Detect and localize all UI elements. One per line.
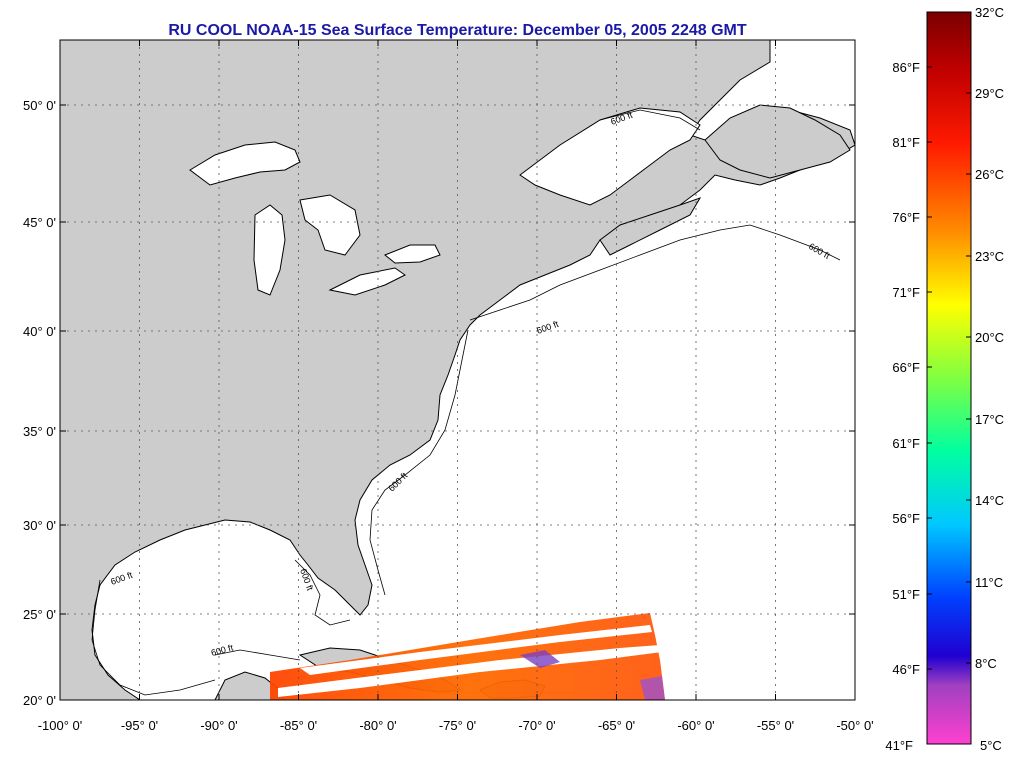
lon-label: -90° 0'	[200, 718, 237, 733]
colorbar-celsius-labels: 32°C 29°C 26°C 23°C 20°C 17°C 14°C 11°C …	[975, 5, 1004, 753]
lat-label: 40° 0'	[23, 324, 56, 339]
celsius-label: 5°C	[980, 738, 1002, 753]
land-north-america	[60, 40, 855, 700]
lat-label: 45° 0'	[23, 215, 56, 230]
celsius-label: 8°C	[975, 656, 997, 671]
lake-michigan	[253, 204, 286, 296]
lake-huron	[299, 194, 361, 256]
land-yucatan	[214, 671, 286, 700]
fahrenheit-label: 46°F	[892, 662, 920, 677]
lat-labels: 50° 0' 45° 0' 40° 0' 35° 0' 30° 0' 25° 0…	[23, 98, 56, 708]
celsius-label: 17°C	[975, 412, 1004, 427]
lat-label: 25° 0'	[23, 607, 56, 622]
fahrenheit-label: 86°F	[892, 60, 920, 75]
lake-erie	[328, 267, 406, 296]
colorbar-fahrenheit-labels: 86°F 81°F 76°F 71°F 66°F 61°F 56°F 51°F …	[885, 60, 920, 753]
lake-ontario	[384, 244, 441, 264]
fahrenheit-label: 61°F	[892, 436, 920, 451]
map-title: RU COOL NOAA-15 Sea Surface Temperature:…	[168, 22, 747, 39]
lat-label: 50° 0'	[23, 98, 56, 113]
fahrenheit-label: 56°F	[892, 511, 920, 526]
lon-label: -80° 0'	[359, 718, 396, 733]
lat-label: 20° 0'	[23, 693, 56, 708]
lon-label: -100° 0'	[38, 718, 83, 733]
celsius-label: 26°C	[975, 167, 1004, 182]
fahrenheit-label: 66°F	[892, 360, 920, 375]
colorbar	[926, 11, 972, 745]
celsius-label: 32°C	[975, 5, 1004, 20]
lon-label: -55° 0'	[757, 718, 794, 733]
lon-label: -70° 0'	[518, 718, 555, 733]
lon-label: -65° 0'	[598, 718, 635, 733]
colorbar-ticks	[927, 66, 971, 670]
fahrenheit-label: 71°F	[892, 285, 920, 300]
lat-label: 30° 0'	[23, 518, 56, 533]
lon-label: -50° 0'	[836, 718, 873, 733]
lon-labels: -100° 0' -95° 0' -90° 0' -85° 0' -80° 0'…	[38, 718, 874, 733]
axis-ticks	[60, 40, 855, 700]
celsius-label: 14°C	[975, 493, 1004, 508]
celsius-label: 29°C	[975, 86, 1004, 101]
lon-label: -60° 0'	[677, 718, 714, 733]
graticule	[60, 40, 855, 700]
lon-label: -85° 0'	[280, 718, 317, 733]
celsius-label: 20°C	[975, 330, 1004, 345]
fahrenheit-label: 76°F	[892, 210, 920, 225]
sst-swath	[270, 613, 665, 700]
land-nova-scotia	[599, 197, 702, 256]
celsius-label: 23°C	[975, 249, 1004, 264]
fahrenheit-label: 41°F	[885, 738, 913, 753]
lake-superior	[189, 141, 301, 186]
celsius-label: 11°C	[975, 575, 1003, 590]
lat-label: 35° 0'	[23, 424, 56, 439]
lon-label: -75° 0'	[439, 718, 476, 733]
lon-label: -95° 0'	[121, 718, 158, 733]
gulf-st-lawrence	[519, 107, 701, 206]
fahrenheit-label: 51°F	[892, 587, 920, 602]
fahrenheit-label: 81°F	[892, 135, 920, 150]
